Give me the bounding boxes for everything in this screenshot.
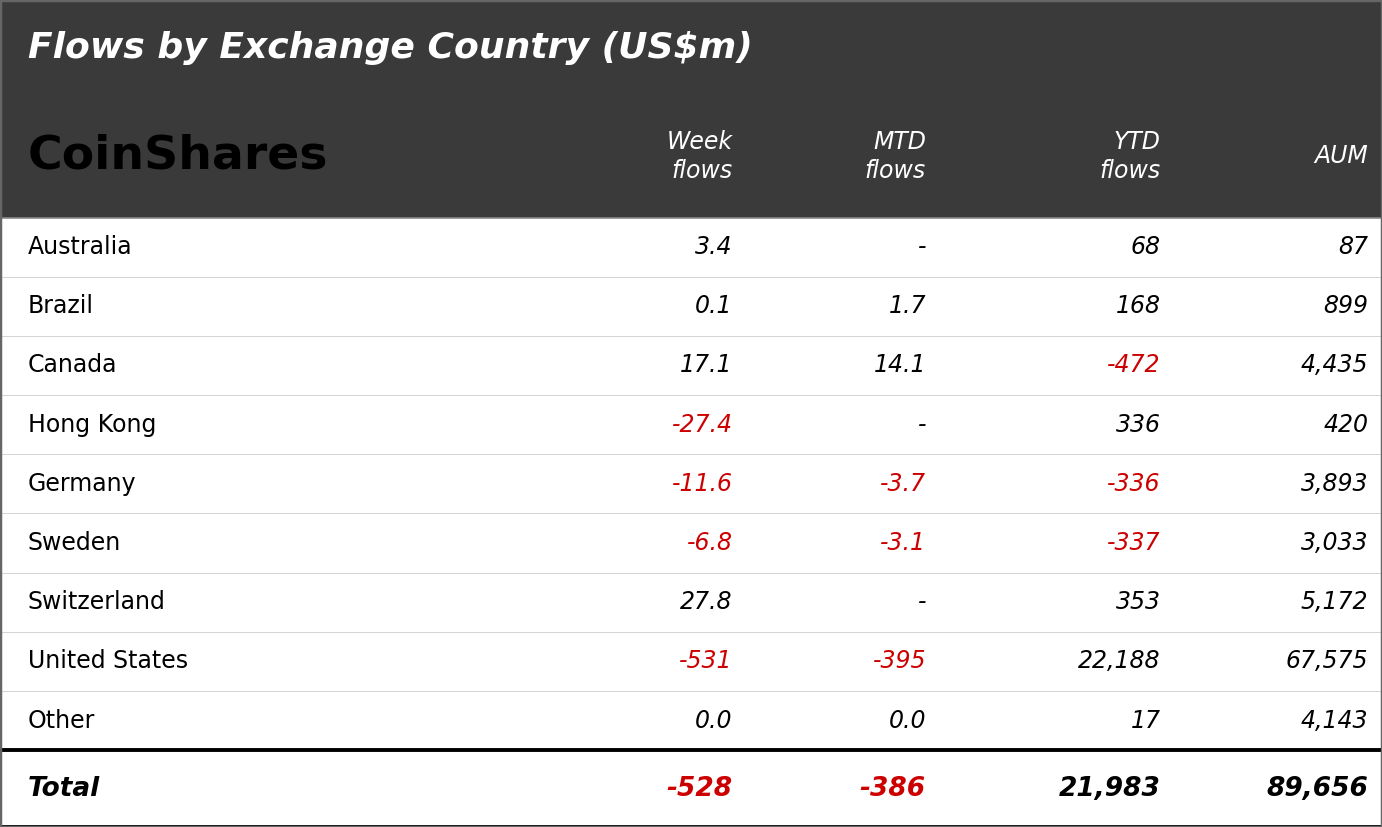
Text: -337: -337 [1107, 531, 1161, 555]
Text: -6.8: -6.8 [687, 531, 732, 555]
Text: -528: -528 [666, 776, 732, 801]
Text: Other: Other [28, 709, 95, 733]
Text: YTD
flows: YTD flows [1100, 130, 1161, 183]
Text: 0.1: 0.1 [695, 294, 732, 318]
Text: 68: 68 [1130, 235, 1161, 259]
Bar [0, 277, 1382, 336]
Text: 27.8: 27.8 [680, 590, 732, 614]
Text: Australia: Australia [28, 235, 133, 259]
Bar [0, 95, 1382, 218]
Text: 3.4: 3.4 [695, 235, 732, 259]
Text: -386: -386 [860, 776, 926, 801]
Text: 21,983: 21,983 [1059, 776, 1161, 801]
Bar [0, 336, 1382, 395]
Text: -3.1: -3.1 [880, 531, 926, 555]
Text: -: - [918, 413, 926, 437]
Text: 899: 899 [1323, 294, 1368, 318]
Text: Canada: Canada [28, 353, 117, 377]
Text: -336: -336 [1107, 471, 1161, 496]
Text: MTD
flows: MTD flows [865, 130, 926, 183]
Text: 353: 353 [1115, 590, 1161, 614]
Text: 67,575: 67,575 [1285, 649, 1368, 673]
Text: 17.1: 17.1 [680, 353, 732, 377]
Text: -531: -531 [679, 649, 732, 673]
Text: Flows by Exchange Country (US$m): Flows by Exchange Country (US$m) [28, 31, 752, 65]
Bar [0, 454, 1382, 514]
Text: 17: 17 [1130, 709, 1161, 733]
Text: -395: -395 [872, 649, 926, 673]
Text: 0.0: 0.0 [889, 709, 926, 733]
Text: -3.7: -3.7 [880, 471, 926, 496]
Text: United States: United States [28, 649, 188, 673]
Bar [0, 395, 1382, 454]
Text: 1.7: 1.7 [889, 294, 926, 318]
Text: 0.0: 0.0 [695, 709, 732, 733]
Text: 89,656: 89,656 [1266, 776, 1368, 801]
Text: Switzerland: Switzerland [28, 590, 166, 614]
Text: Week
flows: Week flows [666, 130, 732, 183]
Text: Germany: Germany [28, 471, 137, 496]
Text: 4,143: 4,143 [1300, 709, 1368, 733]
Bar [0, 0, 1382, 95]
Bar [0, 632, 1382, 691]
Text: Sweden: Sweden [28, 531, 120, 555]
Text: 3,033: 3,033 [1300, 531, 1368, 555]
Text: 5,172: 5,172 [1300, 590, 1368, 614]
Bar [0, 572, 1382, 632]
Bar [0, 691, 1382, 750]
Text: -27.4: -27.4 [672, 413, 732, 437]
Text: Hong Kong: Hong Kong [28, 413, 156, 437]
Text: 4,435: 4,435 [1300, 353, 1368, 377]
Text: Brazil: Brazil [28, 294, 94, 318]
Bar [0, 750, 1382, 827]
Text: -11.6: -11.6 [672, 471, 732, 496]
Text: 336: 336 [1115, 413, 1161, 437]
Text: CoinShares: CoinShares [28, 134, 328, 179]
Text: AUM: AUM [1314, 144, 1368, 169]
Text: -: - [918, 590, 926, 614]
Text: -472: -472 [1107, 353, 1161, 377]
Text: Total: Total [28, 776, 100, 801]
Text: 87: 87 [1338, 235, 1368, 259]
Text: 3,893: 3,893 [1300, 471, 1368, 496]
Bar [0, 514, 1382, 572]
Text: 420: 420 [1323, 413, 1368, 437]
Text: -: - [918, 235, 926, 259]
Bar [0, 218, 1382, 277]
Text: 22,188: 22,188 [1078, 649, 1161, 673]
Text: 14.1: 14.1 [873, 353, 926, 377]
Text: 168: 168 [1115, 294, 1161, 318]
